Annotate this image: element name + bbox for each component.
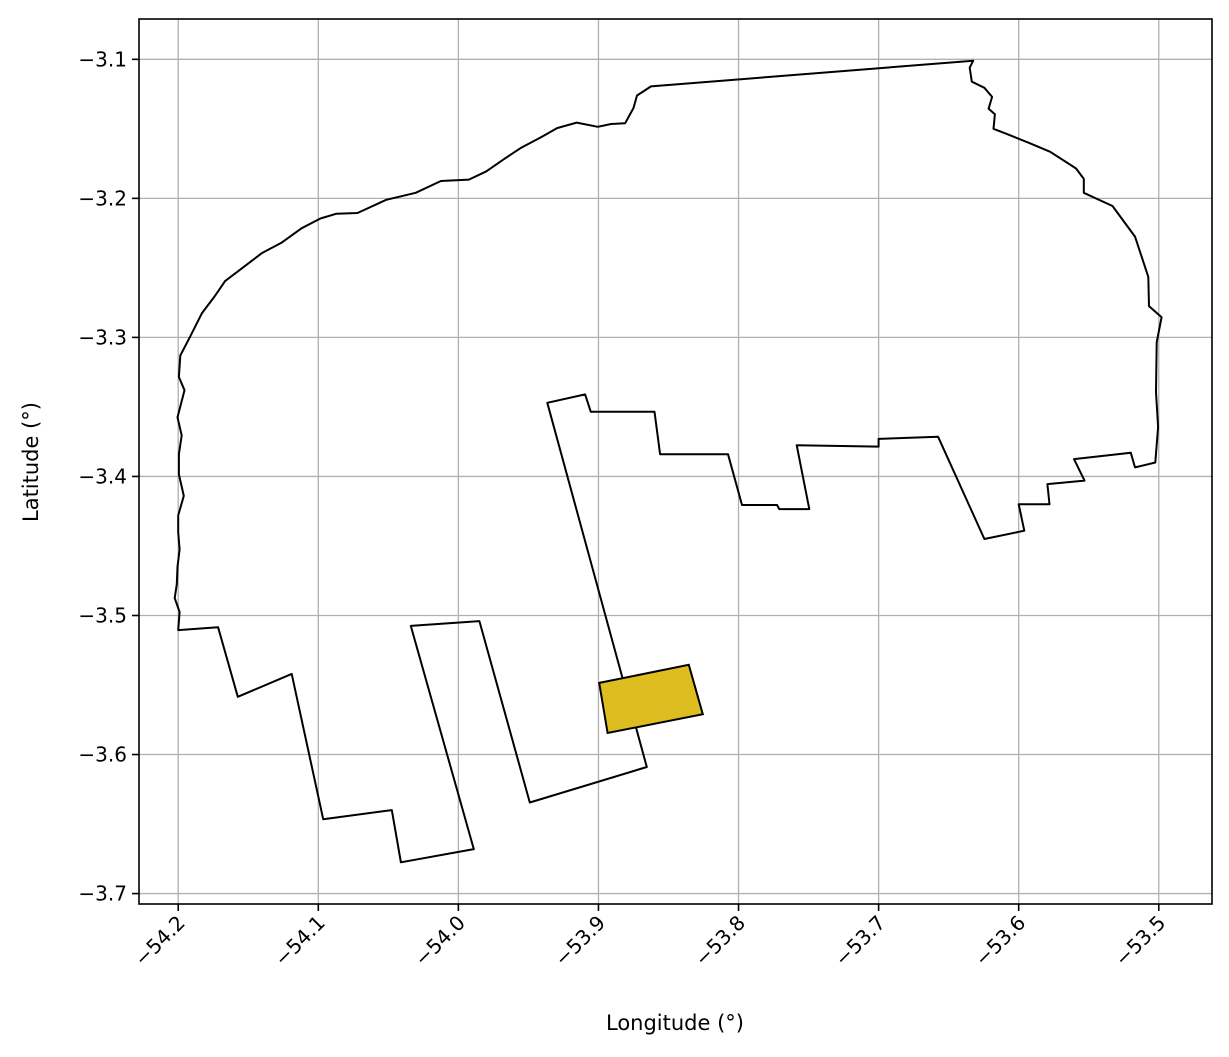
y-tick-label: −3.2 — [78, 186, 127, 210]
outer-boundary-polygon — [173, 59, 1163, 864]
y-tick-label: −3.5 — [78, 603, 127, 627]
y-tick-label: −3.3 — [78, 325, 127, 349]
y-tick-label: −3.4 — [78, 464, 127, 488]
grid-layer — [139, 19, 1212, 904]
y-tick-label: −3.7 — [78, 882, 127, 906]
x-axis-label: Longitude (°) — [606, 1011, 744, 1035]
y-tick-label: −3.6 — [78, 743, 127, 767]
y-axis-label: Latitude (°) — [19, 402, 43, 522]
highlight-polygon — [598, 663, 705, 735]
plot-frame — [138, 18, 1213, 905]
y-tick-label: −3.1 — [78, 47, 127, 71]
